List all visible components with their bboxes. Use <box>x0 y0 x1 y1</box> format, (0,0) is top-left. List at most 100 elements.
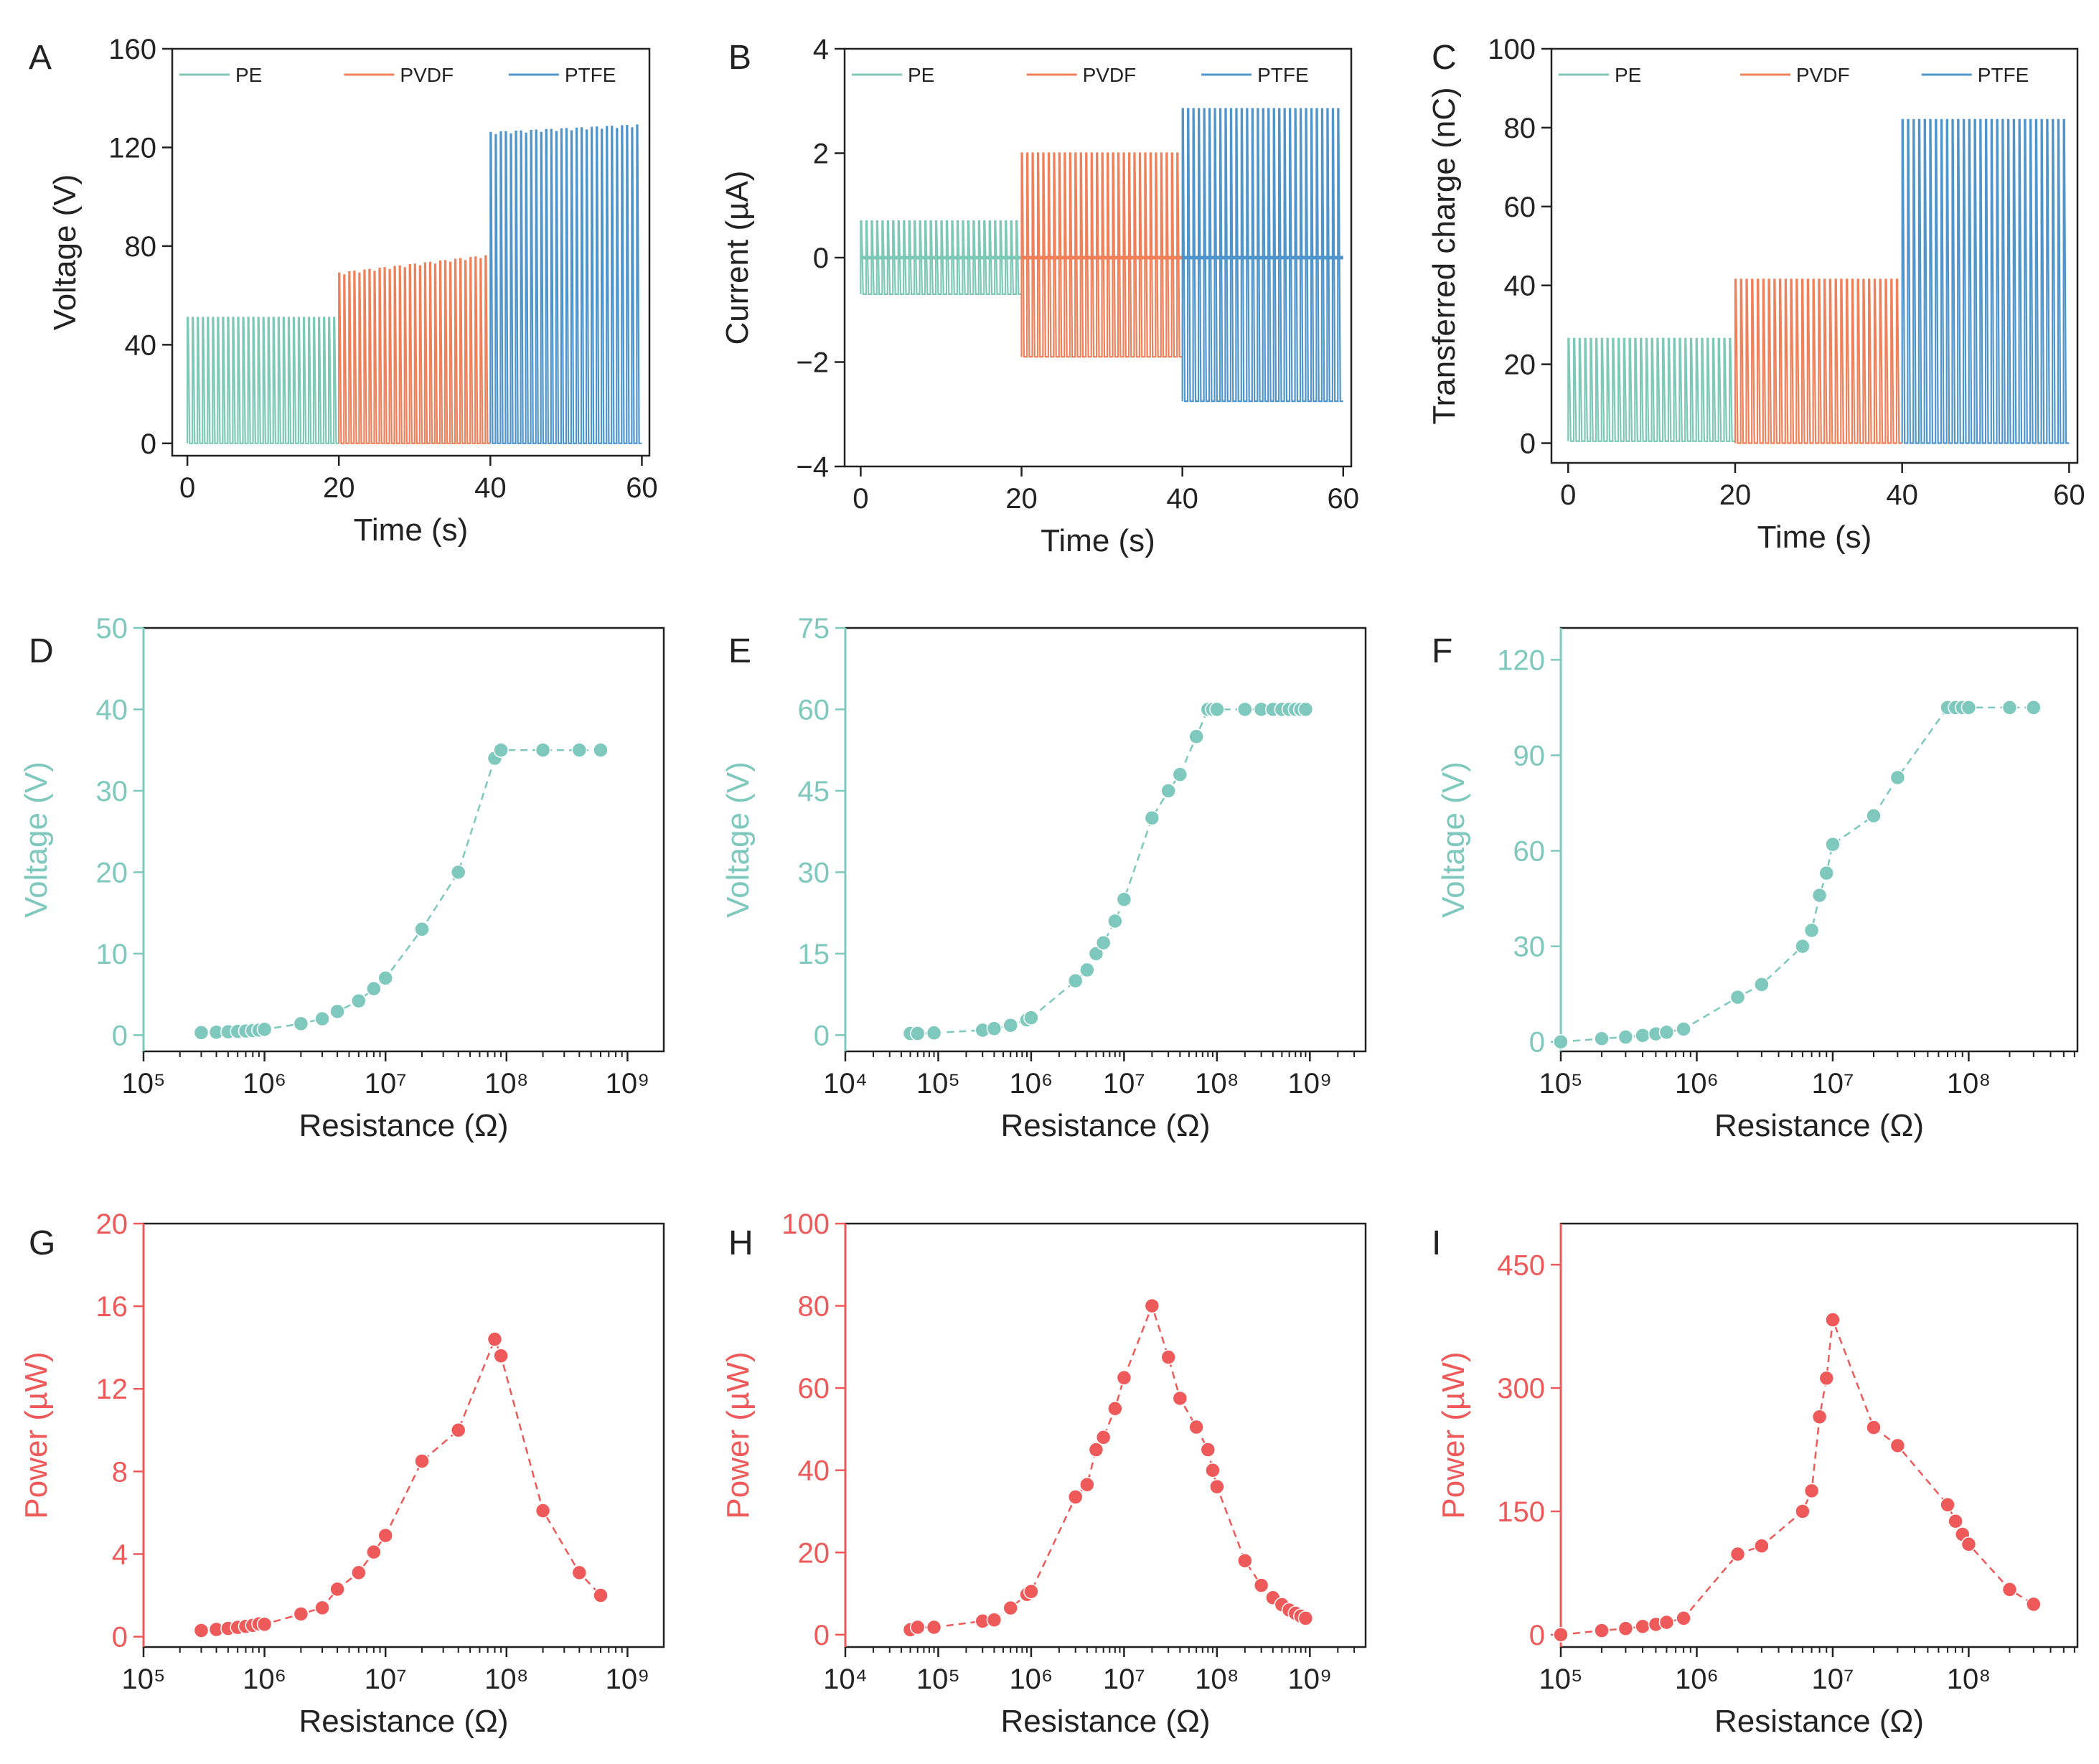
data-point-i <box>1754 1538 1770 1554</box>
x-tick-label-d: 10⁸ <box>484 1068 528 1099</box>
data-point-g <box>487 1331 503 1347</box>
plot-frame-a <box>171 47 651 457</box>
series-pvdf-c <box>1734 278 1902 444</box>
data-point-g <box>193 1623 210 1638</box>
panel-f: F 10⁵ 10⁶ 10⁷ 10⁸ 0 30 60 90 120 Resistance (Ω) Vol… <box>1432 627 2079 1143</box>
data-point-e <box>1067 972 1084 989</box>
legend-label-pe-a: PE <box>235 64 262 86</box>
data-point-e <box>1297 701 1314 718</box>
data-point-g <box>450 1422 466 1438</box>
data-point-i <box>1594 1623 1610 1638</box>
data-point-g <box>351 1564 367 1581</box>
y-axis-title-c: Transferred charge (nC) <box>1427 87 1462 424</box>
y-tick-label-i: 0 <box>1529 1620 1545 1651</box>
data-point-f <box>1889 769 1906 786</box>
data-point-f <box>1754 977 1770 993</box>
data-point-i <box>1803 1483 1820 1499</box>
data-point-e <box>1116 891 1132 907</box>
data-point-g <box>535 1503 551 1519</box>
x-tick-label-g: 10⁷ <box>365 1664 407 1695</box>
data-point-e <box>1088 946 1104 962</box>
data-point-e <box>1107 913 1123 929</box>
y-tick-label-h: 60 <box>798 1373 830 1404</box>
data-point-i <box>1818 1370 1835 1387</box>
data-point-h <box>1205 1462 1221 1478</box>
trend-line-i <box>1560 1319 2034 1636</box>
y-tick-label-d: 20 <box>96 857 128 888</box>
y-tick-label-d: 40 <box>96 694 128 726</box>
y-axis-title-d: Voltage (V) <box>19 761 54 918</box>
data-point-h <box>909 1619 926 1636</box>
panel-label-f: F <box>1432 632 1452 670</box>
y-tick-label-c: 80 <box>1504 113 1536 144</box>
plot-frame-f <box>1559 627 2079 1053</box>
data-point-i <box>1866 1420 1882 1435</box>
x-tick-label-g: 10⁶ <box>243 1664 286 1695</box>
x-axis-title-f: Resistance (Ω) <box>1714 1108 1924 1143</box>
data-point-i <box>1635 1618 1650 1635</box>
y-axis-title-a: Voltage (V) <box>47 174 83 331</box>
x-axis-title-c: Time (s) <box>1757 520 1872 555</box>
data-point-e <box>986 1021 1002 1036</box>
y-tick-label-a: 0 <box>141 428 156 460</box>
data-point-h <box>986 1612 1002 1628</box>
series-pe-b <box>860 220 1022 295</box>
y-tick-label-e: 60 <box>798 694 830 726</box>
data-point-h <box>1002 1600 1018 1616</box>
data-point-d <box>314 1010 330 1027</box>
x-tick-label-i: 10⁶ <box>1675 1664 1719 1695</box>
x-tick-label-c: 40 <box>1886 479 1918 511</box>
series-ptfe-c <box>1901 118 2070 444</box>
panel-label-e: E <box>728 632 751 670</box>
y-tick-label-a: 80 <box>125 231 157 263</box>
x-tick-label-i: 10⁷ <box>1811 1664 1854 1695</box>
data-point-h <box>1079 1476 1095 1493</box>
data-point-g <box>293 1606 309 1622</box>
y-tick-label-g: 0 <box>112 1622 128 1653</box>
data-point-i <box>1553 1627 1569 1643</box>
y-tick-label-c: 60 <box>1504 192 1536 223</box>
data-point-e <box>1188 728 1204 745</box>
y-tick-label-b: −4 <box>796 451 829 483</box>
data-point-g <box>571 1564 588 1581</box>
x-tick-label-c: 0 <box>1560 479 1576 511</box>
data-point-f <box>1658 1024 1675 1041</box>
data-point-e <box>1237 701 1253 718</box>
y-tick-label-e: 15 <box>798 939 830 970</box>
legend-label-ptfe-c: PTFE <box>1978 64 2029 86</box>
data-point-h <box>1253 1577 1269 1593</box>
x-tick-label-e: 10⁹ <box>1288 1068 1333 1099</box>
data-point-i <box>1940 1497 1955 1513</box>
y-tick-label-d: 50 <box>96 613 128 644</box>
panel-a: A 0 20 40 60 0 40 80 120 160 Time (s) Voltage (V) PE… <box>29 34 658 548</box>
y-tick-label-b: 0 <box>813 243 829 274</box>
y-tick-label-f: 90 <box>1513 740 1546 771</box>
trend-line-d <box>201 749 601 1034</box>
legend-label-pvdf-c: PVDF <box>1796 64 1850 86</box>
data-point-h <box>1023 1583 1039 1600</box>
panel-label-a: A <box>29 39 52 77</box>
data-point-d <box>593 742 609 758</box>
panel-label-b: B <box>728 39 751 77</box>
panel-d: D 10⁵ 10⁶ 10⁷ 10⁸ 10⁹ 0 10 20 30 40 50 Resistance (Ω… <box>19 613 665 1143</box>
x-axis-title-a: Time (s) <box>354 512 469 548</box>
trend-line-e <box>910 708 1306 1035</box>
data-point-i <box>2026 1596 2042 1613</box>
trend-line-h <box>910 1303 1306 1631</box>
x-tick-label-d: 10⁶ <box>243 1068 286 1099</box>
data-point-e <box>1023 1010 1039 1026</box>
x-tick-label-g: 10⁹ <box>606 1664 650 1695</box>
panel-label-d: D <box>29 632 54 670</box>
data-point-f <box>1825 836 1841 853</box>
x-tick-label-e: 10⁸ <box>1195 1068 1239 1099</box>
data-point-f <box>1729 989 1746 1005</box>
x-tick-label-a: 20 <box>323 472 355 504</box>
legend-label-pe-b: PE <box>908 64 934 86</box>
data-point-g <box>314 1600 330 1616</box>
data-point-i <box>1811 1409 1828 1425</box>
data-point-f <box>1795 938 1811 954</box>
panel-h: H 10⁴ 10⁵ 10⁶ 10⁷ 10⁸ 10⁹ 0 20 40 60 80 100 Resistanc… <box>720 1209 1367 1739</box>
y-tick-label-g: 8 <box>112 1456 128 1488</box>
panel-c: C 0 20 40 60 0 20 40 60 80 100 Time (s) Transferred … <box>1427 34 2085 555</box>
